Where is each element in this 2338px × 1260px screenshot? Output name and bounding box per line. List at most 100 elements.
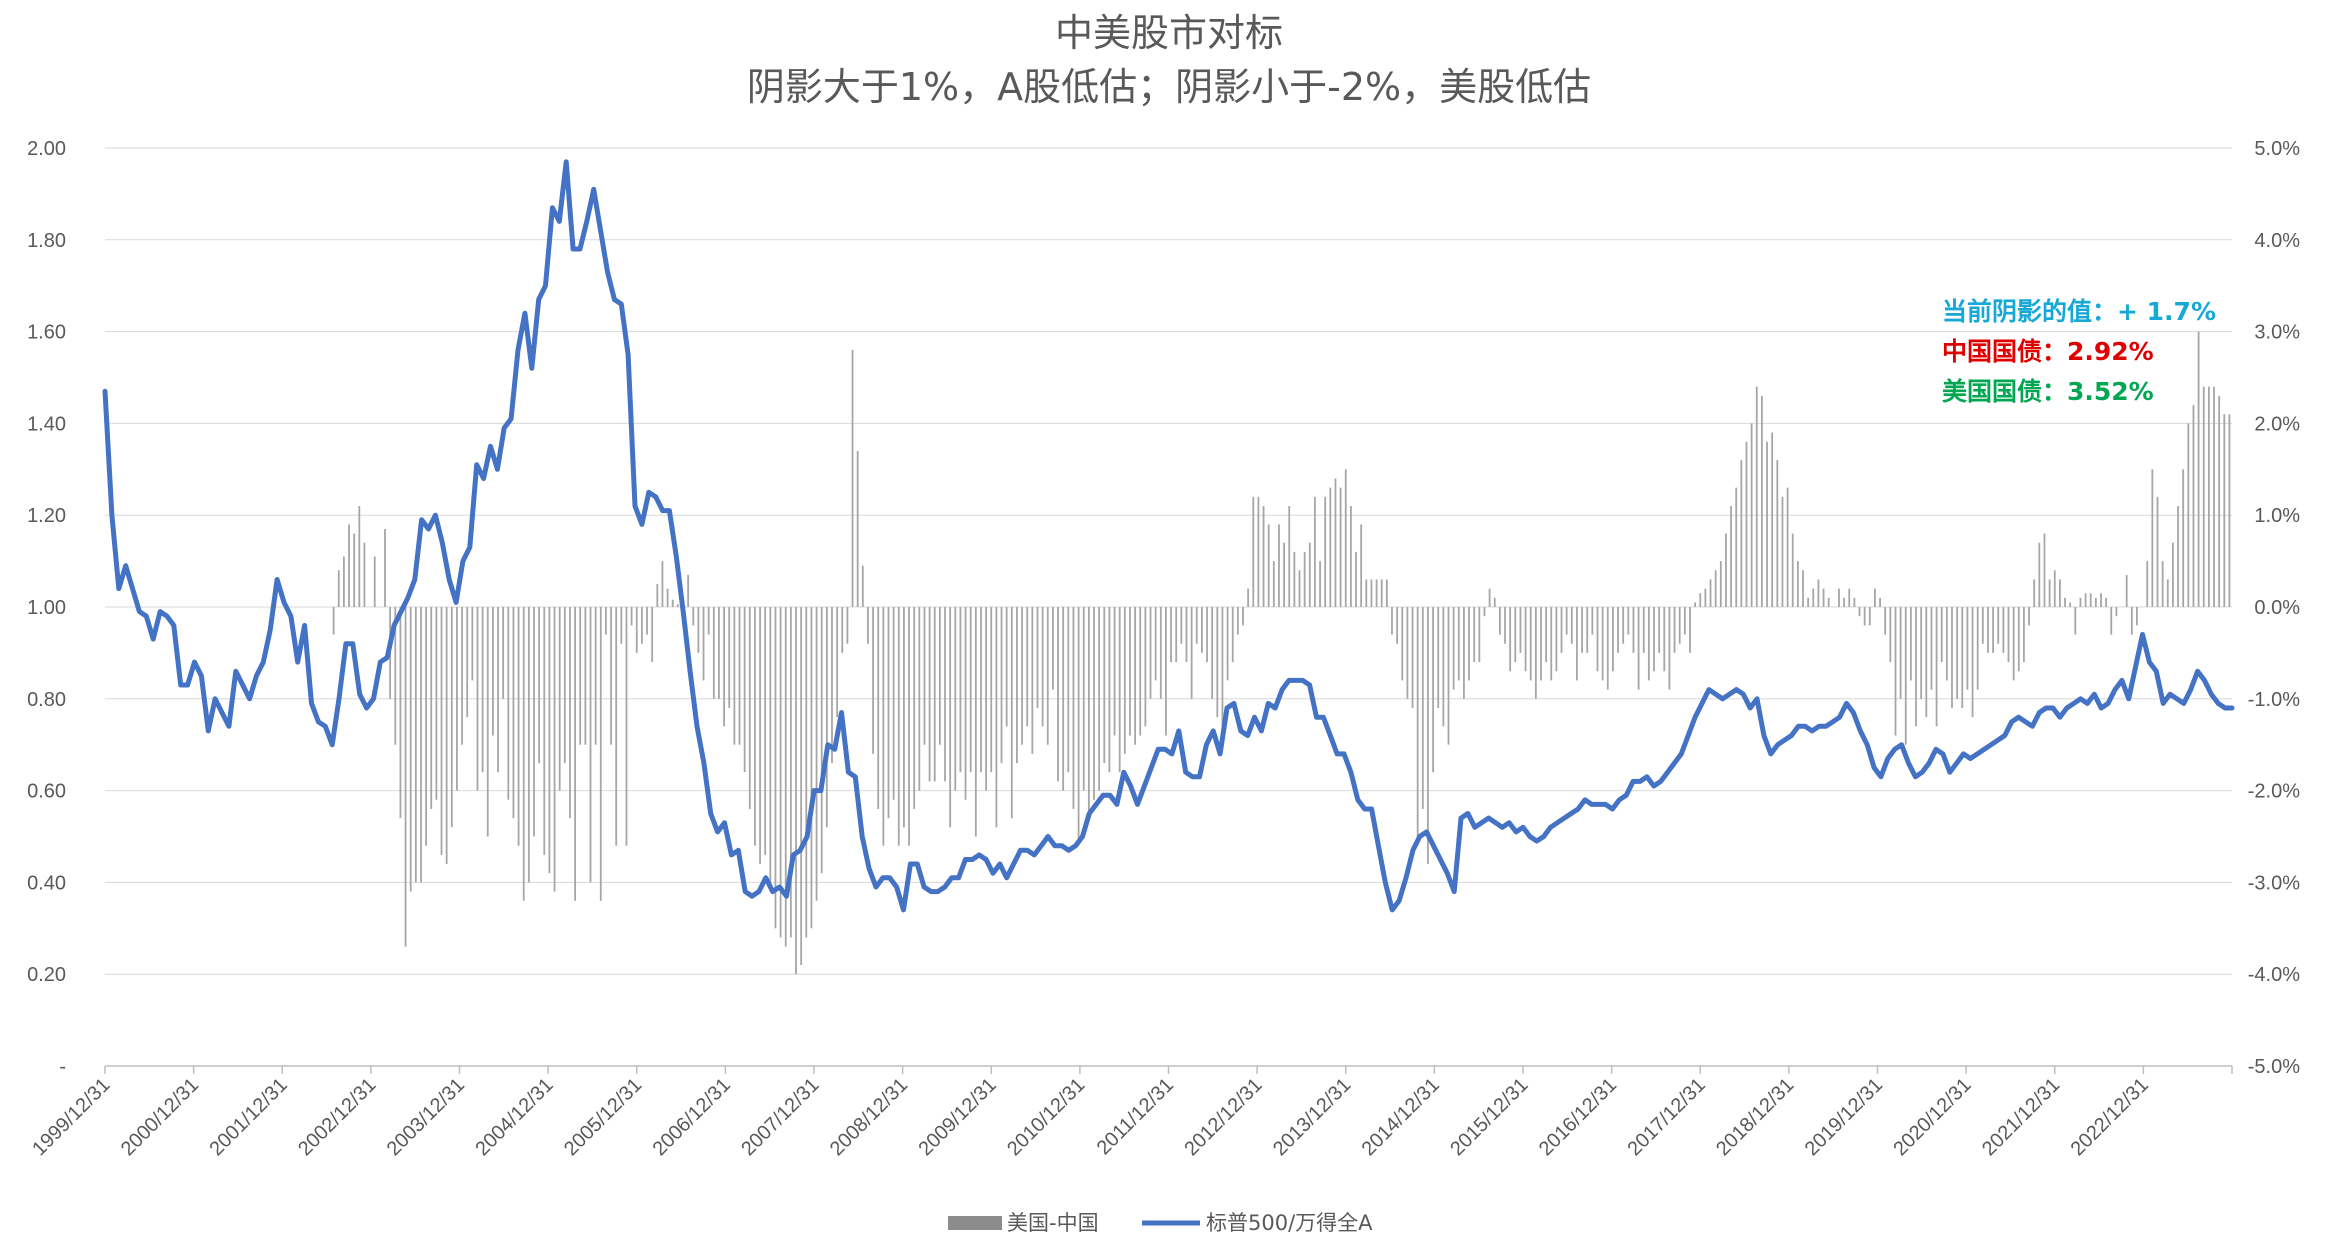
spread-bar [1761,395,1763,607]
spread-bar [1062,607,1065,791]
spread-bar [2151,469,2154,607]
spread-bar [1098,607,1101,791]
spread-bar [661,561,664,607]
x-tick-label: 2010/12/31 [1003,1074,1089,1160]
spread-bar [1195,607,1198,644]
spread-bar [1555,607,1558,672]
spread-bar [738,607,741,745]
annotations: 当前阴影的值：+ 1.7% 中国国债：2.92% 美国国债：3.52% [1942,297,2216,406]
spread-bar [867,607,869,644]
x-tick-label: 2004/12/31 [471,1074,557,1160]
spread-bar [1863,607,1866,626]
spread-bar [1344,469,1347,607]
spread-bar [615,607,618,846]
spread-bar [1375,579,1378,607]
spread-bar [1468,607,1470,681]
spread-bar [1992,607,1994,653]
spread-bar [954,607,957,791]
spread-bar [1442,607,1445,727]
spread-bar [332,607,335,635]
spread-bar [2012,607,2015,681]
spread-bar [1909,607,1912,681]
spread-bar [1725,533,1727,607]
spread-bar [1067,607,1070,773]
spread-bar [1411,607,1414,708]
spread-bar [1678,607,1681,644]
spread-bar [933,607,936,782]
spread-bar [630,607,633,626]
spread-bar [1021,607,1023,745]
spread-bar [1632,607,1635,653]
spread-bar [579,607,582,745]
x-tick-label: 2006/12/31 [649,1074,735,1160]
spread-bar [754,607,756,846]
spread-bar [558,607,561,791]
spread-bar [1791,533,1794,607]
spread-bar [646,607,648,635]
spread-bar [1817,579,1820,607]
spread-bar [1463,607,1465,699]
spread-bar [1899,607,1902,699]
spread-bar [651,607,654,663]
spread-bar [1159,607,1162,699]
spread-bar [2172,542,2174,607]
spread-bar [471,607,474,681]
spread-bar [563,607,566,764]
spread-bar [1894,607,1897,736]
annotation-text: 中国国债：2.92% [1942,337,2154,366]
spread-bar [2038,542,2041,607]
spread-bar [1776,460,1779,607]
spread-bar [2197,331,2200,607]
x-tick-label: 2002/12/31 [294,1074,380,1160]
spread-bar [420,607,422,883]
spread-bar [533,607,535,837]
x-tick-label: 2020/12/31 [1889,1074,1975,1160]
x-tick-label: 2011/12/31 [1093,1074,1178,1159]
y-right-tick-label: -4.0% [2248,964,2300,986]
spread-bar [1231,607,1234,663]
spread-bar [2182,469,2185,607]
spread-bar [2202,386,2205,607]
spread-bar [337,570,340,607]
spread-bar [2084,593,2087,607]
spread-bar [1365,579,1368,607]
y-right-tick-label: 0.0% [2254,597,2300,619]
spread-bar [461,607,463,745]
spread-bar [892,607,895,800]
x-tick-label: 2007/12/31 [737,1074,823,1160]
spread-bar [1981,607,1984,644]
spread-bar [527,607,530,883]
spread-bar [1293,551,1296,607]
spread-bar [1457,607,1460,681]
spread-bar [1627,607,1630,635]
spread-bar [974,607,977,837]
spread-bar [1750,423,1753,607]
spread-bar [2069,602,2072,607]
spread-bar [2223,414,2226,607]
spread-bar [702,607,705,681]
spread-bar [1843,597,1846,607]
spread-bar [2094,597,2097,607]
y-right-tick-label: 3.0% [2254,322,2300,344]
spread-bar [1699,593,1702,607]
spread-bar [836,607,839,718]
spread-bar [1093,607,1095,800]
spread-bar [1560,607,1563,653]
spread-bar [548,607,551,874]
y-right-tick-label: 5.0% [2254,138,2300,160]
spread-bar [1766,441,1768,607]
spread-bar [1349,506,1352,607]
spread-bar [1997,607,2000,644]
spread-bar [1303,551,1306,607]
spread-bar [1565,607,1568,635]
spread-bar [2033,579,2036,607]
y-left-tick-label: 1.40 [27,413,66,435]
spread-bar [1673,607,1676,653]
spread-bar [1123,607,1126,754]
spread-bar [605,607,607,635]
spread-bar [743,607,746,773]
spread-bar [2100,593,2102,607]
spread-bar [440,607,443,855]
y-left-tick-label: 1.20 [27,505,66,527]
spread-bar [1314,496,1316,607]
